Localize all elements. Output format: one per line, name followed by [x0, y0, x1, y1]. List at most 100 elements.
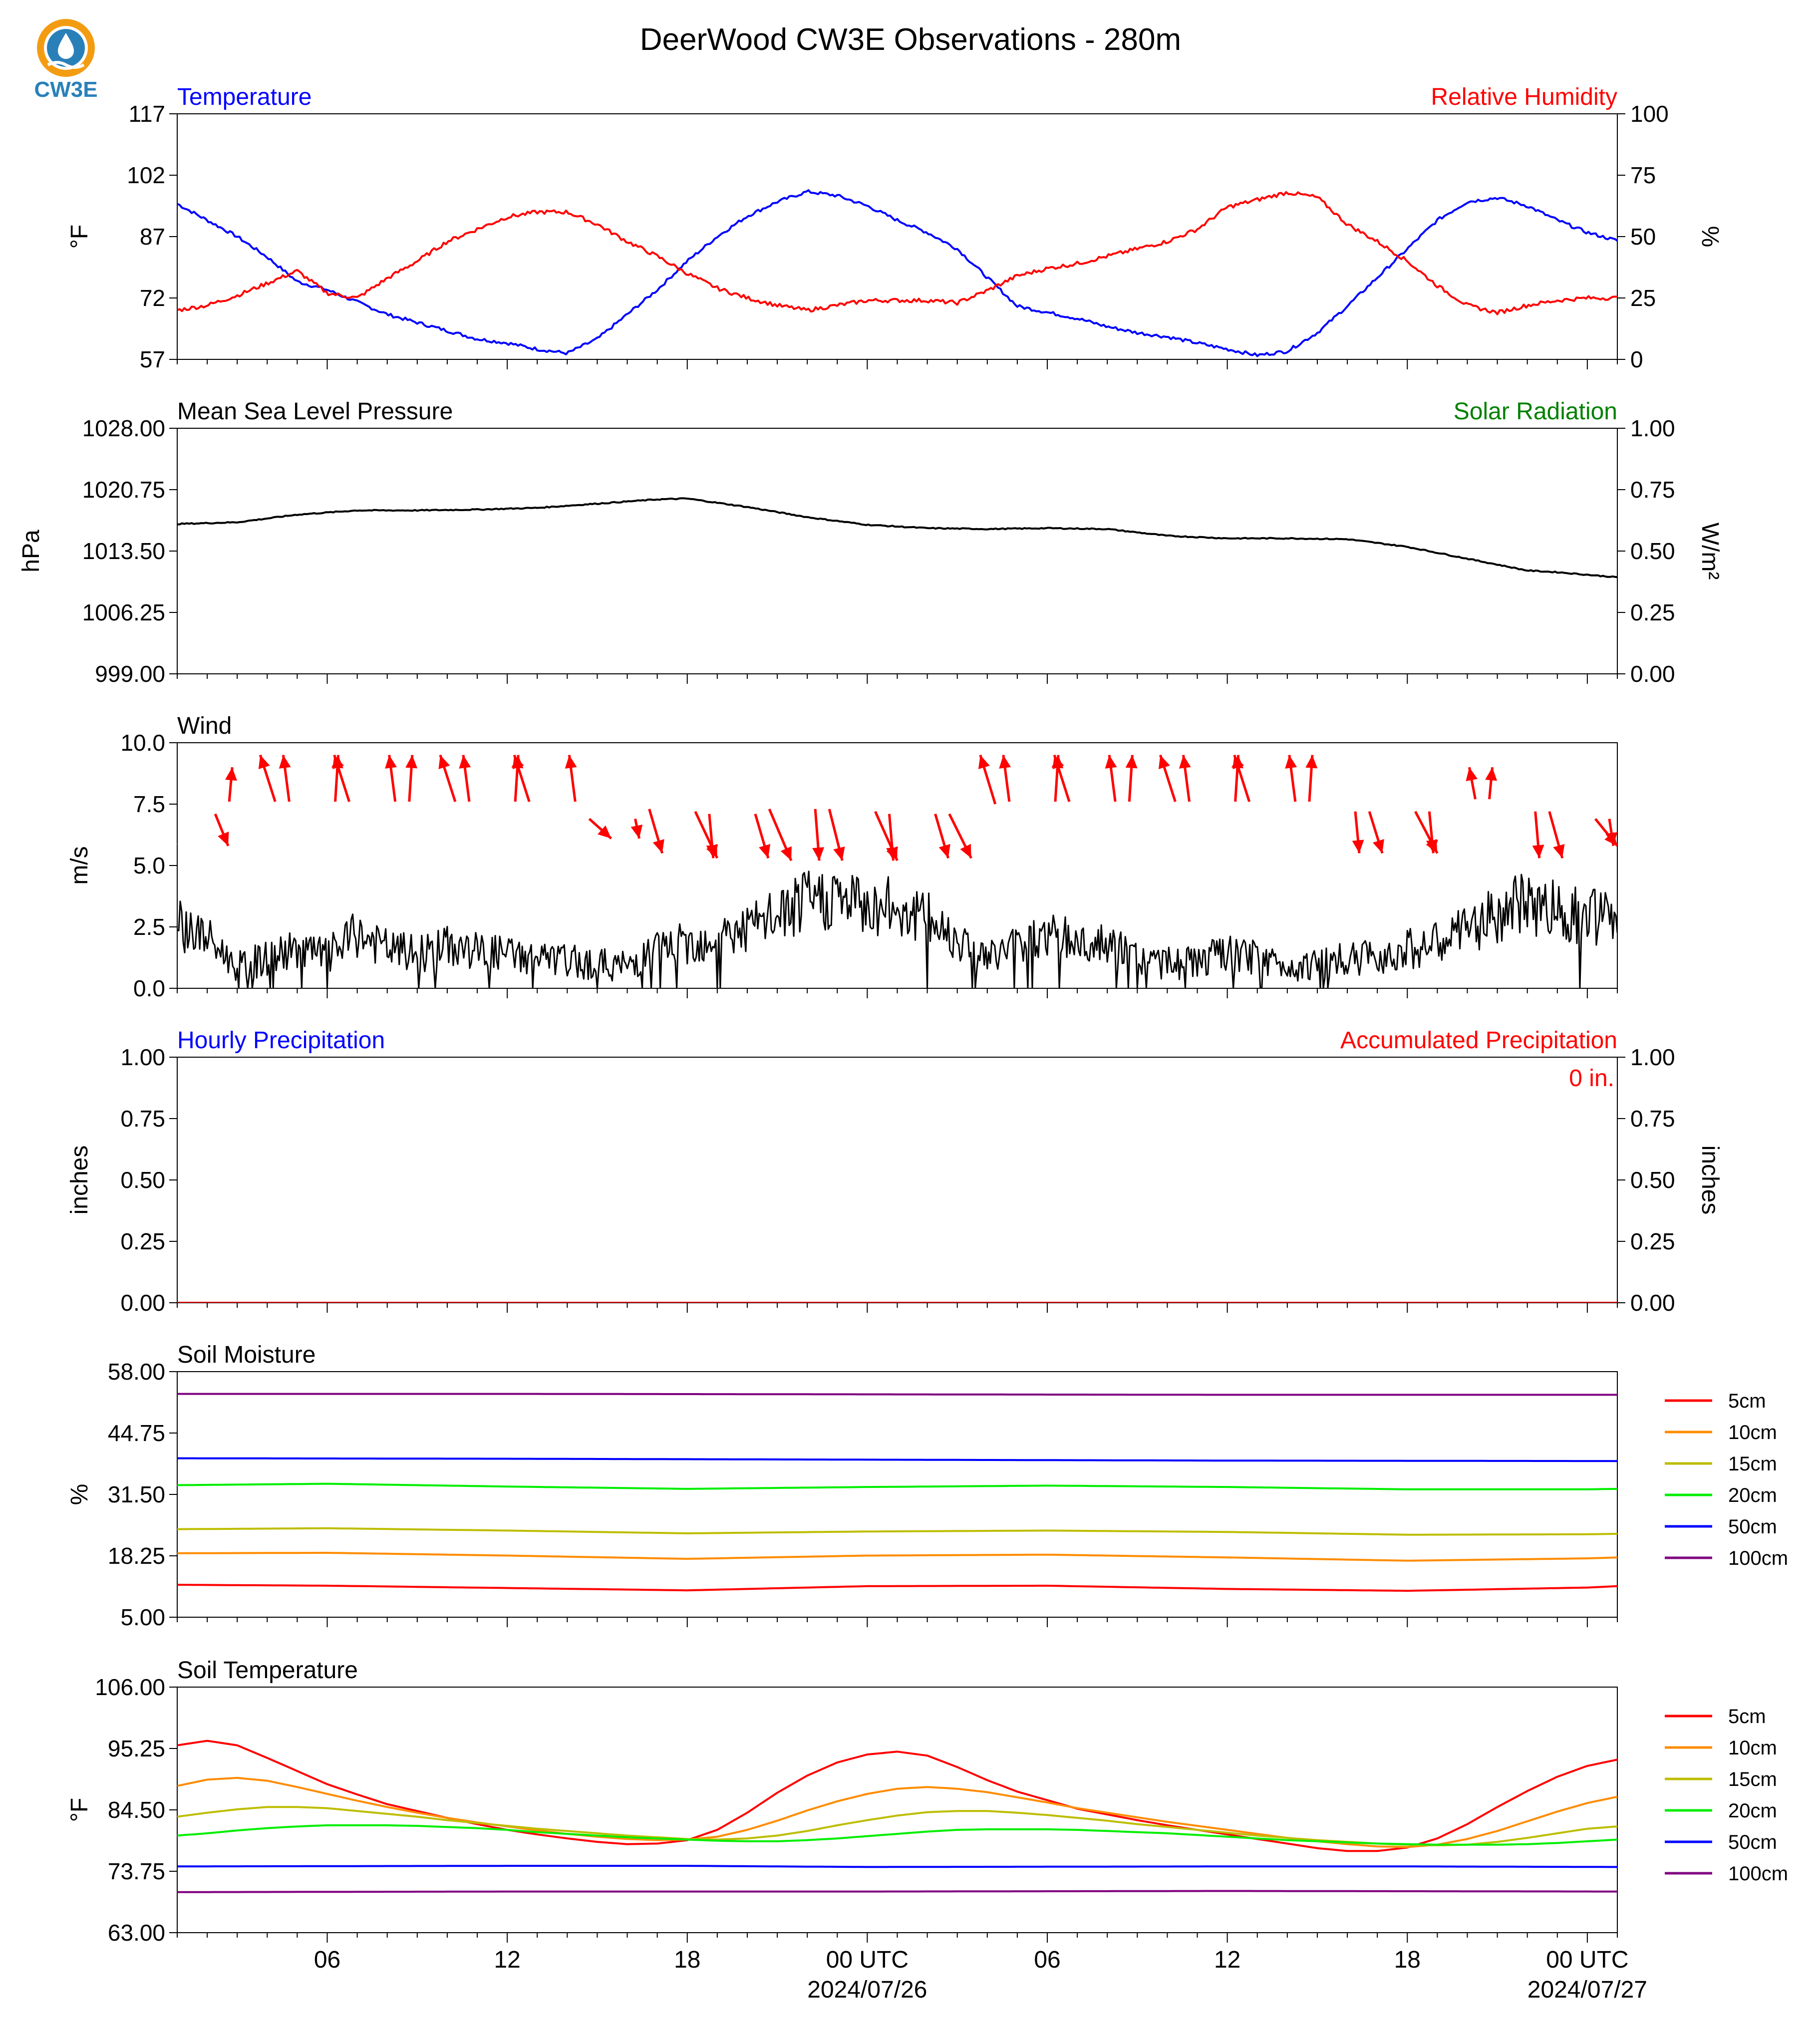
- wind-arrow-head: [438, 755, 450, 770]
- y2-tick-label: 0.00: [1630, 661, 1675, 687]
- x-tick-label: 18: [1394, 1947, 1421, 1973]
- y-tick-label: 95.25: [108, 1736, 165, 1761]
- y2-tick-label: 0.25: [1630, 1228, 1675, 1254]
- y-tick-label: 44.75: [108, 1420, 165, 1446]
- panel-frame: [177, 1371, 1618, 1618]
- wind-arrow-head: [652, 839, 664, 854]
- x-tick-label: 00 UTC: [1546, 1947, 1628, 1973]
- y-tick-label: 87: [140, 224, 165, 250]
- y-tick-label: 73.75: [108, 1858, 165, 1884]
- wind-arrow-head: [565, 755, 577, 769]
- wind-arrow-head: [459, 755, 471, 769]
- y2-tick-label: 0.75: [1630, 1106, 1675, 1132]
- y-tick-label: 2.5: [133, 914, 165, 940]
- panel-frame: [177, 1057, 1618, 1303]
- panel-title-left: Wind: [177, 713, 232, 739]
- wind-arrow-head: [886, 847, 899, 861]
- y2-tick-label: 0.25: [1630, 599, 1675, 625]
- series-line-50cm: [177, 1865, 1617, 1868]
- wind-arrow-head: [706, 845, 718, 859]
- x-date-label: 2024/07/27: [1527, 1977, 1647, 2003]
- panel-frame: [177, 428, 1618, 674]
- series-line-black: [177, 870, 1617, 988]
- wind-arrow-head: [1532, 845, 1544, 859]
- panel-title-left: Mean Sea Level Pressure: [177, 398, 453, 425]
- legend-label: 10cm: [1728, 1737, 1777, 1759]
- series-line-100cm: [177, 1393, 1617, 1396]
- logo-text: CW3E: [35, 77, 98, 102]
- y-tick-label: 72: [140, 285, 165, 311]
- series-group: [177, 189, 1617, 357]
- y2-tick-label: 75: [1630, 162, 1656, 188]
- y-tick-label: 0.0: [133, 975, 165, 1001]
- wind-arrow-head: [385, 755, 397, 769]
- series-line-50cm: [177, 1457, 1617, 1462]
- soil-legend: 5cm 10cm 15cm 20cm 50cm 100cm: [1665, 1706, 1788, 1885]
- wind-arrow-head: [598, 825, 611, 839]
- y-tick-label: 0.75: [120, 1106, 165, 1132]
- wind-arrow-head: [1372, 839, 1384, 854]
- y-axis-label: m/s: [66, 846, 93, 884]
- y-axis-label: %: [66, 1484, 93, 1505]
- panel-soil_temp: Soil Temperature 63.00 73.75 84.50 95.25 106.…: [66, 1657, 1788, 1946]
- panel-title-left: Temperature: [177, 84, 311, 110]
- panel-title-left: Soil Moisture: [177, 1342, 315, 1368]
- y-tick-label: 10.0: [120, 730, 165, 756]
- panel-temp_rh: Temperature Relative Humidity 57 72 87 102 117…: [66, 84, 1723, 372]
- y-tick-label: 0.25: [120, 1228, 165, 1254]
- wind-arrow-head: [1105, 755, 1117, 769]
- y2-axis-label: W/m²: [1697, 523, 1723, 580]
- wind-arrow-head: [332, 755, 344, 770]
- series-line-15cm: [177, 1527, 1617, 1536]
- panel-title-left: Soil Temperature: [177, 1657, 358, 1684]
- y-axis-label: °F: [66, 225, 93, 249]
- x-tick-label: 12: [1214, 1947, 1240, 1973]
- series-line-black: [177, 497, 1617, 579]
- y2-tick-label: 0: [1630, 346, 1643, 372]
- y-tick-label: 18.25: [108, 1543, 165, 1569]
- y2-axis-label: %: [1697, 226, 1723, 248]
- y-axis-label: inches: [66, 1146, 93, 1215]
- y-tick-label: 117: [129, 101, 165, 127]
- series-line-5cm: [177, 1584, 1617, 1592]
- y-tick-label: 106.00: [95, 1674, 165, 1700]
- y2-tick-label: 100: [1630, 101, 1669, 127]
- wind-arrow-head: [978, 755, 990, 769]
- legend-label: 20cm: [1728, 1800, 1777, 1822]
- legend-label: 50cm: [1728, 1831, 1777, 1853]
- series-line-5cm: [177, 1739, 1617, 1852]
- legend-label: 5cm: [1728, 1706, 1766, 1728]
- wind-arrow-head: [938, 844, 950, 859]
- y-tick-label: 84.50: [108, 1797, 165, 1823]
- series-line-20cm: [177, 1824, 1617, 1846]
- x-tick-label: 18: [674, 1947, 700, 1973]
- wind-arrow-head: [1158, 755, 1170, 770]
- y-tick-label: 999.00: [95, 661, 165, 687]
- wind-arrow-head: [1125, 755, 1138, 769]
- x-date-label: 2024/07/26: [807, 1977, 927, 2003]
- wind-arrow-head: [1179, 755, 1191, 769]
- y2-axis-label: inches: [1697, 1146, 1723, 1215]
- series-line-red: [177, 191, 1617, 315]
- x-tick-label: 06: [1034, 1947, 1060, 1973]
- wind-arrow-head: [405, 755, 418, 769]
- legend-label: 100cm: [1728, 1863, 1788, 1885]
- y2-tick-label: 0.50: [1630, 1167, 1675, 1193]
- legend-label: 100cm: [1728, 1547, 1788, 1569]
- wind-arrow-head: [780, 846, 792, 861]
- legend-label: 5cm: [1728, 1390, 1766, 1412]
- wind-arrow-head: [218, 832, 229, 846]
- panel-title-right: Accumulated Precipitation: [1340, 1027, 1617, 1054]
- legend-label: 15cm: [1728, 1768, 1777, 1790]
- wind-arrow-head: [177, 842, 178, 845]
- wind-arrow-head: [258, 755, 270, 770]
- series-group: [177, 870, 1617, 988]
- wind-arrow-head: [759, 844, 771, 859]
- y2-tick-label: 1.00: [1630, 415, 1675, 441]
- y-tick-label: 1028.00: [82, 415, 165, 441]
- legend-label: 15cm: [1728, 1453, 1777, 1475]
- y-tick-label: 1013.50: [82, 538, 165, 564]
- panel-title-right: Solar Radiation: [1454, 398, 1617, 425]
- wind-arrow-head: [1605, 832, 1617, 846]
- series-line-blue: [177, 189, 1617, 357]
